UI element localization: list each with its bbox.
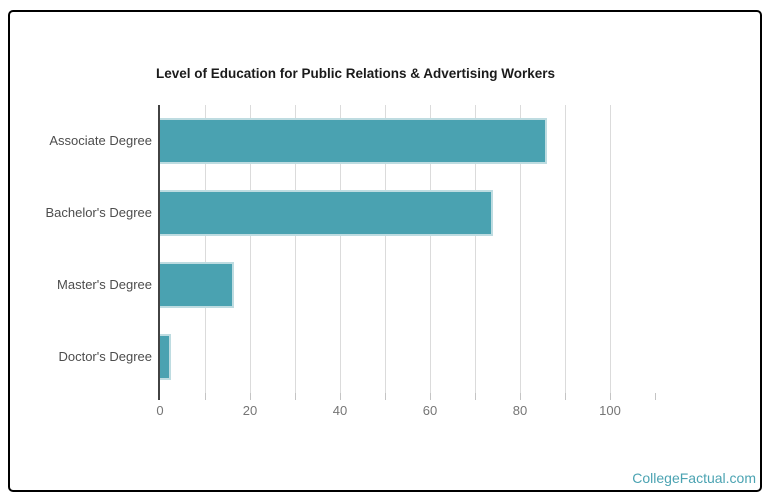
plot-area: Associate Degree Bachelor's Degree Master'… [45,105,656,418]
x-axis-tick [339,393,341,400]
x-tick-label: 100 [599,403,621,418]
category-label: Doctor's Degree [58,349,152,364]
gridline [294,105,296,393]
x-axis-tick [294,393,296,400]
x-axis-tick [204,393,206,400]
x-tick-label: 0 [156,403,164,418]
x-axis-tick [474,393,476,400]
gridline [204,105,206,393]
x-tick-label: 60 [422,403,438,418]
gridline [384,105,386,393]
x-axis-tick [249,393,251,400]
x-tick-label: 40 [332,403,348,418]
gridline [339,105,341,393]
bar-master-s-degree [160,262,235,308]
watermark: CollegeFactual.com [632,470,756,486]
category-label: Bachelor's Degree [45,205,152,220]
gridline [519,105,521,393]
bar-associate-degree [160,118,547,164]
gridline [429,105,431,393]
x-tick-label: 80 [512,403,528,418]
chart-title: Level of Education for Public Relations … [155,66,556,81]
x-axis-tick [564,393,566,400]
x-axis-tick [519,393,521,400]
category-label: Associate Degree [49,133,152,148]
bar-bachelor-s-degree [160,190,493,236]
category-label: Master's Degree [57,277,152,292]
y-axis-line [158,105,160,400]
x-axis-tick [609,393,611,400]
gridline [564,105,566,393]
x-axis-tick [654,393,656,400]
x-tick-label: 20 [242,403,258,418]
x-axis-tick [429,393,431,400]
gridline [249,105,251,393]
bar-doctor-s-degree [160,334,172,380]
gridline [474,105,476,393]
x-axis-tick [384,393,386,400]
gridline [609,105,611,393]
